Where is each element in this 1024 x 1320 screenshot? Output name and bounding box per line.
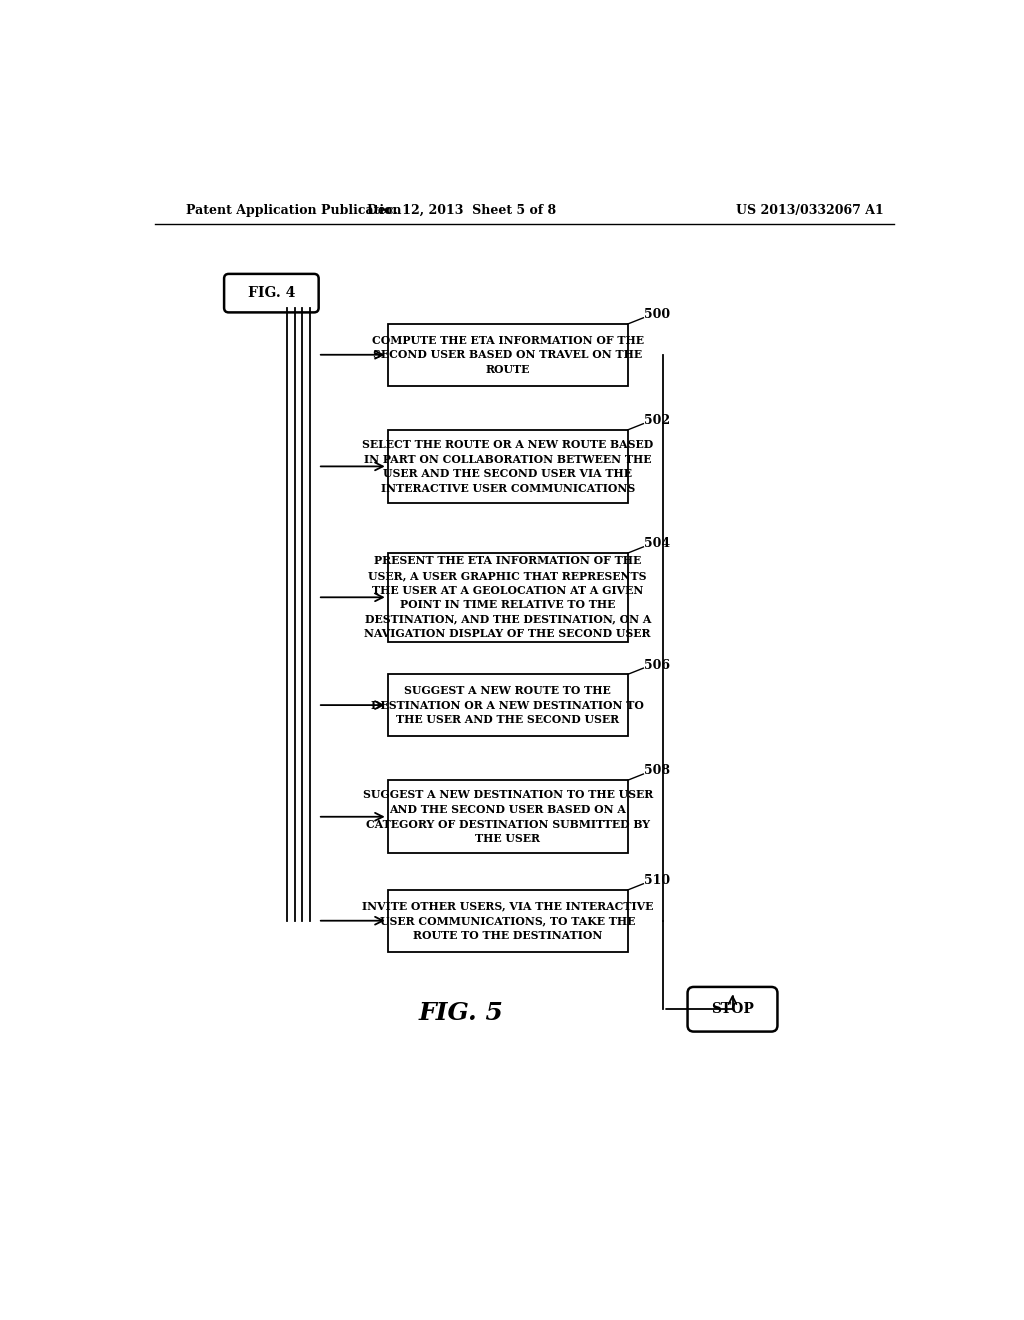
Text: 500: 500 — [644, 308, 671, 321]
FancyBboxPatch shape — [388, 675, 628, 737]
Text: 508: 508 — [644, 764, 671, 777]
Text: PRESENT THE ETA INFORMATION OF THE
USER, A USER GRAPHIC THAT REPRESENTS
THE USER: PRESENT THE ETA INFORMATION OF THE USER,… — [365, 556, 651, 639]
Text: SELECT THE ROUTE OR A NEW ROUTE BASED
IN PART ON COLLABORATION BETWEEN THE
USER : SELECT THE ROUTE OR A NEW ROUTE BASED IN… — [362, 440, 653, 494]
Text: STOP: STOP — [711, 1002, 754, 1016]
FancyBboxPatch shape — [388, 323, 628, 385]
Text: 504: 504 — [644, 537, 671, 550]
Text: SUGGEST A NEW ROUTE TO THE
DESTINATION OR A NEW DESTINATION TO
THE USER AND THE : SUGGEST A NEW ROUTE TO THE DESTINATION O… — [372, 685, 644, 725]
FancyBboxPatch shape — [388, 780, 628, 853]
FancyBboxPatch shape — [388, 553, 628, 642]
Text: 502: 502 — [644, 414, 671, 428]
Text: US 2013/0332067 A1: US 2013/0332067 A1 — [736, 205, 884, 218]
Text: SUGGEST A NEW DESTINATION TO THE USER
AND THE SECOND USER BASED ON A
CATEGORY OF: SUGGEST A NEW DESTINATION TO THE USER AN… — [362, 789, 653, 845]
Text: COMPUTE THE ETA INFORMATION OF THE
SECOND USER BASED ON TRAVEL ON THE
ROUTE: COMPUTE THE ETA INFORMATION OF THE SECON… — [372, 335, 644, 375]
Text: 510: 510 — [644, 874, 671, 887]
Text: Dec. 12, 2013  Sheet 5 of 8: Dec. 12, 2013 Sheet 5 of 8 — [367, 205, 556, 218]
Text: Patent Application Publication: Patent Application Publication — [186, 205, 401, 218]
Text: INVITE OTHER USERS, VIA THE INTERACTIVE
USER COMMUNICATIONS, TO TAKE THE
ROUTE T: INVITE OTHER USERS, VIA THE INTERACTIVE … — [362, 900, 653, 941]
FancyBboxPatch shape — [388, 430, 628, 503]
Text: FIG. 4: FIG. 4 — [248, 286, 295, 300]
FancyBboxPatch shape — [224, 275, 318, 313]
Text: 506: 506 — [644, 659, 671, 672]
FancyBboxPatch shape — [687, 987, 777, 1032]
Text: FIG. 5: FIG. 5 — [419, 1001, 504, 1026]
FancyBboxPatch shape — [388, 890, 628, 952]
